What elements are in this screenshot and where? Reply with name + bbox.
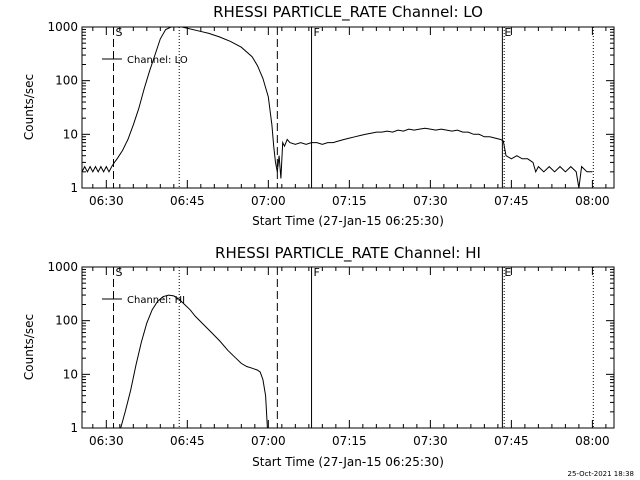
hi-y-tick-label: 1000 bbox=[47, 260, 78, 274]
hi-y-tick-label: 100 bbox=[55, 314, 78, 328]
lo-chart-title: RHESSI PARTICLE_RATE Channel: LO bbox=[213, 3, 483, 22]
generation-timestamp: 25-Oct-2021 18:38 bbox=[568, 470, 634, 478]
hi-x-axis-label: Start Time (27-Jan-15 06:25:30) bbox=[252, 455, 444, 469]
hi-y-tick-label: 1 bbox=[70, 421, 78, 435]
lo-x-tick-label: 07:15 bbox=[332, 194, 367, 208]
hi-x-tick-label: 08:00 bbox=[575, 434, 610, 448]
hi-x-tick-label: 06:30 bbox=[89, 434, 124, 448]
hi-rate-series-line bbox=[120, 294, 268, 429]
hi-channel-panel: RHESSI PARTICLE_RATE Channel: HI Start T… bbox=[22, 244, 615, 469]
lo-legend: Channel: LO bbox=[102, 55, 188, 66]
lo-y-axis-label: Counts/sec bbox=[22, 74, 36, 140]
lo-event-marker-label: S bbox=[116, 26, 123, 39]
lo-x-tick-label: 07:30 bbox=[413, 194, 448, 208]
lo-y-tick-label: 1 bbox=[70, 181, 78, 195]
lo-x-tick-label: 07:45 bbox=[494, 194, 529, 208]
hi-y-axis-label: Counts/sec bbox=[22, 314, 36, 380]
hi-event-marker-label: S bbox=[116, 266, 123, 279]
hi-y-tick-label: 10 bbox=[63, 367, 78, 381]
hi-x-tick-label: 06:45 bbox=[170, 434, 205, 448]
hi-x-tick-label: 07:15 bbox=[332, 434, 367, 448]
lo-event-marker-label: E bbox=[504, 26, 511, 39]
lo-legend-label: Channel: LO bbox=[127, 55, 188, 66]
lo-x-tick-label: 06:30 bbox=[89, 194, 124, 208]
lo-event-marker-label: F bbox=[314, 26, 320, 39]
lo-channel-panel: RHESSI PARTICLE_RATE Channel: LO Start T… bbox=[22, 3, 615, 228]
lo-plot-frame bbox=[81, 26, 615, 189]
lo-x-tick-label: 06:45 bbox=[170, 194, 205, 208]
hi-event-marker-label: F bbox=[314, 266, 320, 279]
lo-y-tick-label: 100 bbox=[55, 74, 78, 88]
hi-legend-label: Channel: HI bbox=[127, 295, 185, 306]
lo-y-tick-label: 10 bbox=[63, 127, 78, 141]
hi-x-tick-label: 07:00 bbox=[251, 434, 286, 448]
hi-x-tick-label: 07:30 bbox=[413, 434, 448, 448]
lo-x-axis-label: Start Time (27-Jan-15 06:25:30) bbox=[252, 214, 444, 228]
hi-plot-frame bbox=[81, 266, 615, 429]
lo-x-tick-label: 08:00 bbox=[575, 194, 610, 208]
lo-x-tick-label: 07:00 bbox=[251, 194, 286, 208]
hi-chart-title: RHESSI PARTICLE_RATE Channel: HI bbox=[215, 244, 481, 263]
lo-rate-series-line bbox=[81, 26, 593, 189]
hi-x-tick-label: 07:45 bbox=[494, 434, 529, 448]
lo-y-tick-label: 1000 bbox=[47, 20, 78, 34]
hi-legend: Channel: HI bbox=[102, 295, 185, 306]
hi-event-marker-label: E bbox=[504, 266, 511, 279]
